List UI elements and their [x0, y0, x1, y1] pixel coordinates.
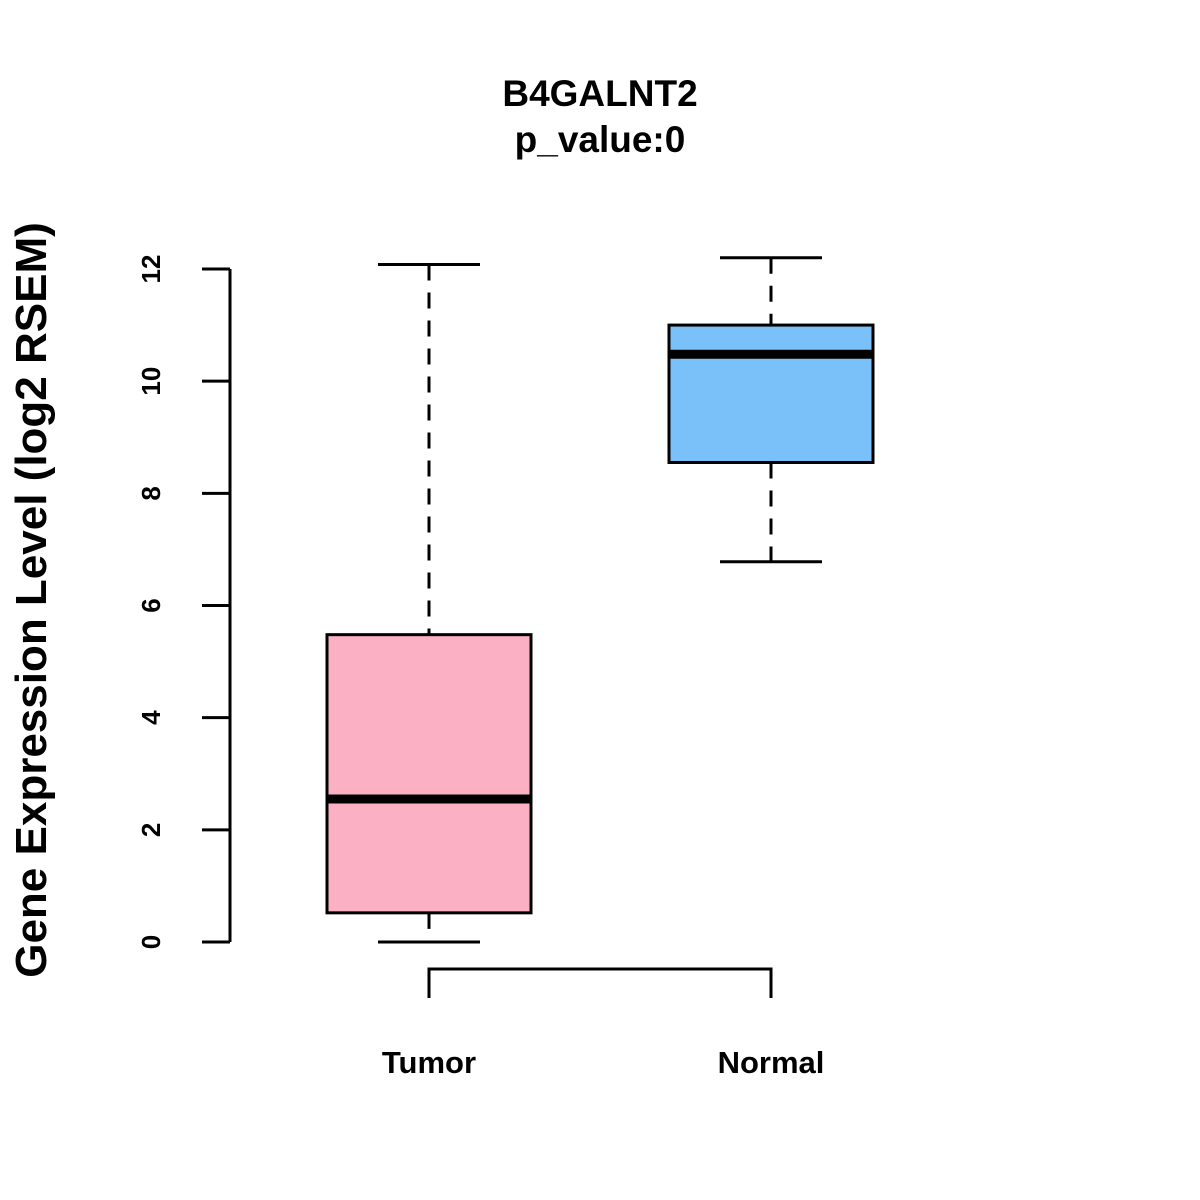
box-tumor — [325, 263, 533, 944]
category-labels: Tumor Normal — [382, 1045, 824, 1080]
y-tick-label: 2 — [136, 823, 166, 837]
y-tick-label: 10 — [136, 367, 166, 396]
y-tick-label: 12 — [136, 255, 166, 284]
chart-subtitle: p_value:0 — [515, 119, 686, 160]
iqr-box — [667, 323, 875, 464]
bracket-line — [427, 967, 773, 998]
category-label-tumor: Tumor — [382, 1045, 476, 1080]
y-axis: 0 2 4 6 8 10 12 — [136, 255, 232, 949]
comparison-bracket — [427, 967, 773, 998]
y-axis-label: Gene Expression Level (log2 RSEM) — [7, 222, 56, 978]
category-label-normal: Normal — [718, 1045, 825, 1080]
y-tick-label: 4 — [136, 710, 166, 725]
y-tick-label: 8 — [136, 486, 166, 500]
y-tick-label: 6 — [136, 598, 166, 612]
boxes-group — [325, 256, 875, 944]
chart-title: B4GALNT2 — [502, 73, 697, 114]
y-tick-label: 0 — [136, 935, 166, 949]
iqr-box — [325, 633, 533, 915]
box-normal — [667, 256, 875, 564]
